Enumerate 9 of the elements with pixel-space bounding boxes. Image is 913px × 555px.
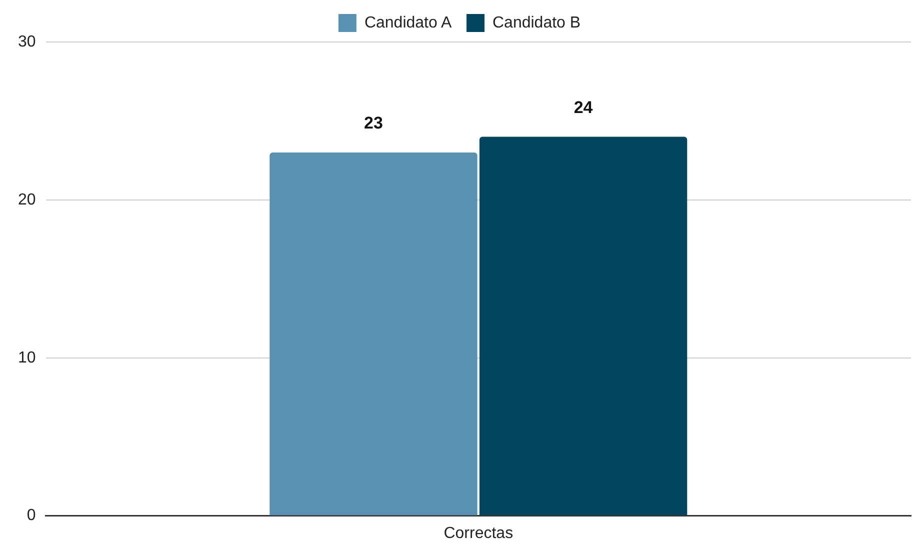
y-tick-label: 30 — [18, 33, 36, 50]
data-label: 24 — [574, 98, 594, 117]
x-tick-label: Correctas — [444, 524, 514, 542]
y-tick-label: 0 — [26, 507, 36, 524]
data-label: 23 — [364, 114, 383, 133]
legend-label: Candidato B — [492, 14, 581, 32]
y-tick-label: 20 — [18, 191, 36, 208]
legend-label: Candidato A — [364, 14, 452, 32]
y-tick-label: 10 — [18, 349, 36, 366]
